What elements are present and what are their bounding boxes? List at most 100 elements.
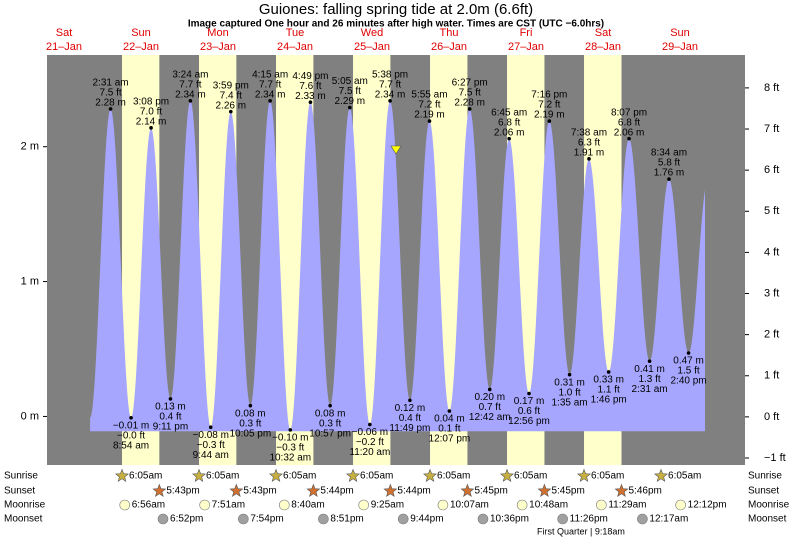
tide-point <box>587 157 591 161</box>
moonrise-icon <box>199 499 210 511</box>
sunrise-icon <box>654 468 668 482</box>
tide-label: 2:40 pm <box>670 376 706 387</box>
tide-label: 2.06 m <box>494 127 525 138</box>
sunset-icon <box>614 483 629 497</box>
tide-label: 2.34 m <box>375 89 406 100</box>
tide-point <box>606 370 611 374</box>
day-name: Fri <box>520 27 533 39</box>
tide-label: 1.76 m <box>654 168 685 179</box>
tide-label: 11:49 pm <box>389 423 430 434</box>
tide-label: 7.5 ft <box>459 88 481 99</box>
sunset-time: 5:45pm <box>551 486 584 497</box>
y2-tick-label: 8 ft <box>764 82 779 94</box>
tide-label: 7.2 ft <box>418 100 440 111</box>
tide-point <box>447 409 452 413</box>
y2-tick-label: 4 ft <box>764 246 779 258</box>
day-date: 25–Jan <box>354 41 390 53</box>
tide-label: 0.13 m <box>155 402 186 413</box>
day-name: Thu <box>440 27 459 39</box>
tide-label: 2.06 m <box>614 127 645 138</box>
tide-point <box>487 387 492 392</box>
tide-label: 0.47 m <box>673 356 704 367</box>
day-date: 28–Jan <box>585 41 621 53</box>
tide-point <box>348 105 352 110</box>
day-date: 23–Jan <box>200 41 236 53</box>
sunset-time: 5:44pm <box>397 486 430 497</box>
sunset-time: 5:43pm <box>243 486 276 497</box>
sunrise-icon <box>577 468 591 482</box>
sunrise-icon <box>192 468 206 482</box>
tide-label: 8:54 am <box>113 440 149 451</box>
tide-label: 4:49 pm <box>292 71 328 82</box>
moonrise-icon <box>279 499 290 511</box>
moonset-icon <box>318 513 329 525</box>
tide-point <box>667 177 671 181</box>
tide-label: 0.08 m <box>235 408 266 419</box>
sunset-icon <box>383 483 398 497</box>
tide-label: 5:55 am <box>411 90 447 101</box>
tide-point <box>627 136 631 141</box>
tide-label: 3:24 am <box>172 69 208 80</box>
sunset-time: 5:46pm <box>629 486 662 497</box>
tide-point <box>188 99 193 103</box>
tide-point <box>647 359 652 363</box>
moonset-time: 8:51pm <box>330 514 363 525</box>
tide-point <box>149 126 153 130</box>
tide-label: −0.01 m <box>113 420 149 431</box>
tide-label: 10:57 pm <box>309 428 351 439</box>
tide-label: 2.29 m <box>335 96 366 107</box>
sunset-time: 5:45pm <box>474 486 507 497</box>
tide-label: 8:34 am <box>651 148 687 159</box>
tide-label: −0.3 ft <box>276 443 304 454</box>
tide-label: 0.3 ft <box>319 418 341 429</box>
moonrise-time: 10:48am <box>529 500 568 511</box>
y2-tick-label: 0 ft <box>764 411 779 423</box>
moonset-time: 6:52pm <box>170 514 203 525</box>
tide-label: 7.5 ft <box>99 88 121 99</box>
sunset-time: 5:43pm <box>166 486 199 497</box>
sunrise-icon <box>115 468 129 482</box>
tide-label: 4:15 am <box>252 69 288 80</box>
tide-label: 6:27 pm <box>452 78 488 89</box>
tide-label: 9:11 pm <box>153 422 188 433</box>
y2-tick-label: −1 ft <box>764 452 786 464</box>
tide-label: 7.4 ft <box>220 90 242 101</box>
moonrise-icon <box>516 499 528 511</box>
tide-label: 1:46 pm <box>591 395 627 406</box>
sunrise-time: 6:05am <box>360 471 393 482</box>
day-date: 24–Jan <box>277 41 313 53</box>
tide-label: 0.1 ft <box>438 424 460 435</box>
moonset-time: 7:54pm <box>250 514 283 525</box>
tide-label: 1.3 ft <box>638 374 660 385</box>
tide-label: 0.04 m <box>434 414 465 425</box>
chart-subtitle: Image captured One hour and 26 minutes a… <box>188 19 604 30</box>
y2-tick-label: 5 ft <box>764 205 779 217</box>
tide-label: 8:07 pm <box>611 107 647 118</box>
sunrise-time: 6:05am <box>514 471 547 482</box>
sunrise-time: 6:05am <box>206 471 239 482</box>
tide-label: 11:20 am <box>349 447 390 458</box>
tide-label: 1.1 ft <box>598 385 620 396</box>
tide-label: −0.10 m <box>272 433 308 444</box>
y2-tick-label: 3 ft <box>764 287 779 299</box>
sunset-icon <box>306 483 321 497</box>
tide-area <box>90 100 705 432</box>
tide-label: 0.12 m <box>395 403 426 414</box>
y-tick-label: 0 m <box>21 410 39 422</box>
tide-label: 0.6 ft <box>518 406 540 417</box>
tide-point <box>208 425 213 430</box>
tide-point <box>108 107 113 111</box>
day-name: Sat <box>595 27 612 39</box>
tide-label: 7:16 pm <box>531 90 567 101</box>
tide-point <box>129 415 133 420</box>
tide-label: 7.7 ft <box>259 79 281 90</box>
sunset-time: 5:44pm <box>320 486 353 497</box>
moonrise-icon <box>596 499 607 511</box>
day-date: 21–Jan <box>46 41 82 53</box>
tide-label: 0.7 ft <box>479 402 501 413</box>
moonrise-icon <box>358 499 370 511</box>
tide-point <box>268 99 272 103</box>
tide-label: 0.08 m <box>315 408 346 419</box>
tide-label: 0.33 m <box>593 375 624 386</box>
